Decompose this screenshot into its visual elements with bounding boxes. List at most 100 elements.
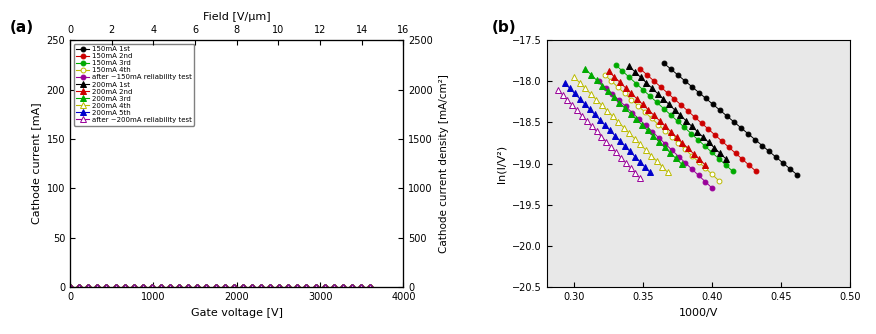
after ~150mA reliability test [244, 285, 254, 289]
Line: 200mA 3rd: 200mA 3rd [67, 285, 373, 290]
Line: 150mA 1st: 150mA 1st [67, 285, 372, 290]
200mA 3rd [123, 285, 133, 289]
150mA 4th [135, 285, 145, 289]
200mA 1st [365, 285, 376, 289]
Line: after ~150mA reliability test: after ~150mA reliability test [67, 285, 372, 290]
150mA 4th [341, 285, 351, 289]
Y-axis label: Cathode current density [mA/cm²]: Cathode current density [mA/cm²] [439, 74, 449, 253]
200mA 5th [123, 285, 133, 289]
150mA 2nd [219, 285, 230, 289]
200mA 2nd [65, 285, 75, 289]
Line: 200mA 5th: 200mA 5th [67, 285, 373, 290]
200mA 2nd [365, 285, 376, 289]
200mA 2nd [244, 285, 254, 289]
200mA 4th [341, 285, 351, 289]
150mA 2nd [123, 285, 133, 289]
Text: (b): (b) [492, 20, 517, 35]
200mA 4th [244, 285, 254, 289]
200mA 3rd [65, 285, 75, 289]
200mA 5th [65, 285, 75, 289]
150mA 4th [365, 285, 376, 289]
150mA 3rd [244, 285, 254, 289]
200mA 1st [244, 285, 254, 289]
150mA 4th [350, 285, 360, 289]
150mA 1st [123, 285, 133, 289]
150mA 3rd [365, 285, 376, 289]
after ~150mA reliability test [123, 285, 133, 289]
200mA 4th [219, 285, 230, 289]
150mA 2nd [244, 285, 254, 289]
150mA 2nd [135, 285, 145, 289]
150mA 3rd [350, 285, 360, 289]
X-axis label: 1000/V: 1000/V [679, 308, 717, 318]
200mA 5th [244, 285, 254, 289]
200mA 1st [123, 285, 133, 289]
after ~200mA reliability test [123, 285, 133, 289]
200mA 5th [365, 285, 376, 289]
150mA 1st [350, 285, 360, 289]
Y-axis label: ln(I/V²): ln(I/V²) [497, 145, 506, 183]
Line: 150mA 2nd: 150mA 2nd [67, 285, 372, 290]
Line: after ~200mA reliability test: after ~200mA reliability test [67, 285, 373, 290]
200mA 4th [135, 285, 145, 289]
150mA 2nd [65, 285, 75, 289]
200mA 4th [65, 285, 75, 289]
150mA 4th [244, 285, 254, 289]
200mA 4th [123, 285, 133, 289]
200mA 2nd [135, 285, 145, 289]
150mA 1st [365, 285, 376, 289]
200mA 3rd [350, 285, 360, 289]
200mA 5th [341, 285, 351, 289]
200mA 1st [219, 285, 230, 289]
X-axis label: Gate voltage [V]: Gate voltage [V] [191, 308, 283, 318]
after ~200mA reliability test [365, 285, 376, 289]
150mA 3rd [135, 285, 145, 289]
200mA 1st [135, 285, 145, 289]
150mA 1st [219, 285, 230, 289]
after ~200mA reliability test [135, 285, 145, 289]
150mA 3rd [65, 285, 75, 289]
150mA 4th [65, 285, 75, 289]
after ~150mA reliability test [341, 285, 351, 289]
200mA 1st [65, 285, 75, 289]
200mA 5th [135, 285, 145, 289]
X-axis label: Field [V/μm]: Field [V/μm] [203, 12, 271, 22]
150mA 2nd [350, 285, 360, 289]
150mA 3rd [219, 285, 230, 289]
200mA 3rd [135, 285, 145, 289]
200mA 3rd [219, 285, 230, 289]
150mA 3rd [341, 285, 351, 289]
after ~150mA reliability test [135, 285, 145, 289]
200mA 3rd [365, 285, 376, 289]
200mA 5th [350, 285, 360, 289]
after ~200mA reliability test [65, 285, 75, 289]
200mA 4th [350, 285, 360, 289]
150mA 3rd [123, 285, 133, 289]
200mA 3rd [244, 285, 254, 289]
150mA 2nd [341, 285, 351, 289]
after ~150mA reliability test [219, 285, 230, 289]
150mA 1st [341, 285, 351, 289]
after ~200mA reliability test [350, 285, 360, 289]
Legend: 150mA 1st, 150mA 2nd, 150mA 3rd, 150mA 4th, after ~150mA reliability test, 200mA: 150mA 1st, 150mA 2nd, 150mA 3rd, 150mA 4… [74, 43, 194, 126]
200mA 2nd [123, 285, 133, 289]
200mA 1st [341, 285, 351, 289]
after ~200mA reliability test [244, 285, 254, 289]
after ~150mA reliability test [365, 285, 376, 289]
Text: (a): (a) [10, 20, 34, 35]
Line: 200mA 2nd: 200mA 2nd [67, 285, 373, 290]
200mA 4th [365, 285, 376, 289]
200mA 1st [350, 285, 360, 289]
Line: 200mA 4th: 200mA 4th [67, 285, 373, 290]
200mA 2nd [341, 285, 351, 289]
150mA 2nd [365, 285, 376, 289]
Line: 200mA 1st: 200mA 1st [67, 285, 373, 290]
after ~200mA reliability test [341, 285, 351, 289]
200mA 3rd [341, 285, 351, 289]
200mA 2nd [219, 285, 230, 289]
Line: 150mA 3rd: 150mA 3rd [67, 285, 372, 290]
after ~200mA reliability test [219, 285, 230, 289]
200mA 5th [219, 285, 230, 289]
150mA 1st [135, 285, 145, 289]
Y-axis label: Cathode current [mA]: Cathode current [mA] [31, 103, 41, 224]
